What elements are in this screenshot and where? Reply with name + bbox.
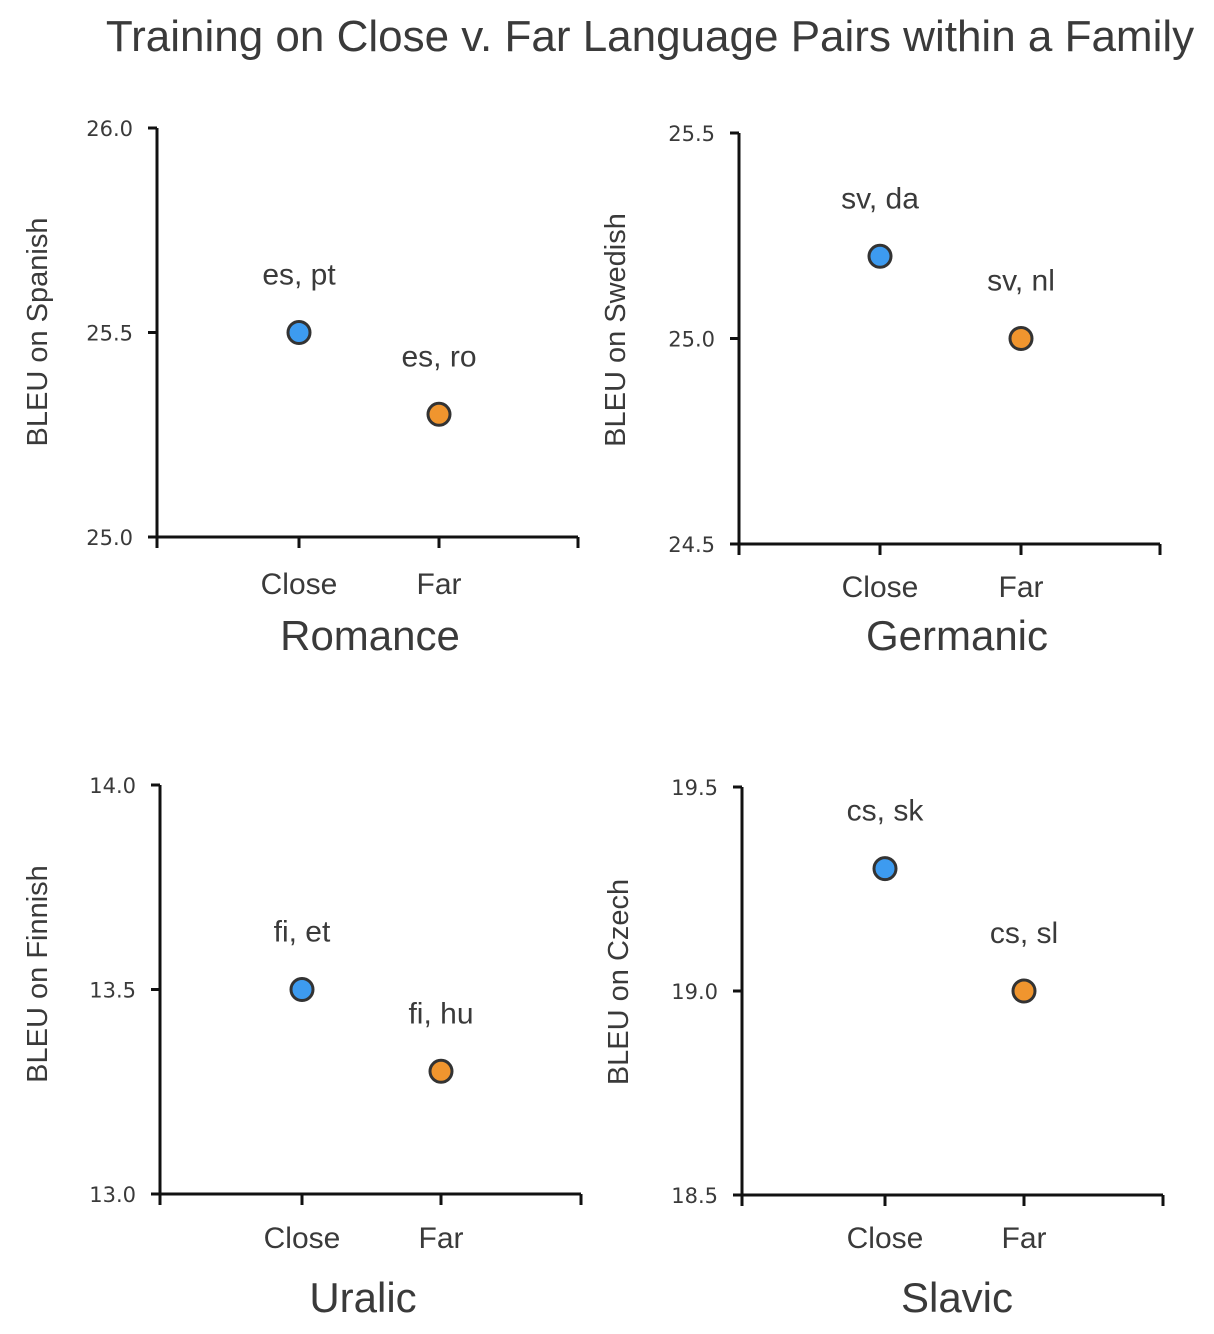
romance-y-tick-label: 25.5 bbox=[86, 322, 133, 346]
romance-family-label: Romance bbox=[280, 612, 460, 659]
slavic-point-close bbox=[872, 856, 898, 882]
slavic-y-tick-label: 19.0 bbox=[671, 980, 718, 1004]
germanic-category-label-close: Close bbox=[842, 571, 919, 604]
romance-point-far bbox=[426, 401, 452, 427]
romance-y-tick-label: 25.0 bbox=[86, 526, 133, 550]
uralic-y-tick-label: 13.5 bbox=[89, 979, 136, 1003]
germanic-category-label-far: Far bbox=[999, 571, 1044, 604]
uralic-point-label-close: fi, et bbox=[274, 916, 331, 949]
slavic-point-label-close: cs, sk bbox=[847, 795, 925, 828]
uralic-family-label: Uralic bbox=[309, 1274, 416, 1321]
romance-y-axis-label: BLEU on Spanish bbox=[22, 218, 54, 447]
germanic-point-label-far: sv, nl bbox=[987, 265, 1055, 298]
slavic-category-label-close: Close bbox=[847, 1222, 924, 1255]
romance-point-label-close: es, pt bbox=[262, 259, 336, 292]
figure-title: Training on Close v. Far Language Pairs … bbox=[105, 12, 1195, 61]
germanic-y-axis-label: BLEU on Swedish bbox=[600, 213, 632, 447]
uralic-y-axis-label: BLEU on Finnish bbox=[22, 865, 54, 1083]
germanic-family-label: Germanic bbox=[866, 612, 1048, 659]
slavic-point-far bbox=[1011, 978, 1037, 1004]
romance-y-tick-label: 26.0 bbox=[86, 117, 133, 141]
slavic-category-label-far: Far bbox=[1002, 1222, 1047, 1255]
romance-category-label-close: Close bbox=[261, 568, 338, 601]
germanic-point-label-close: sv, da bbox=[841, 182, 919, 215]
romance-point-close bbox=[286, 320, 312, 345]
slavic-y-tick-label: 19.5 bbox=[671, 776, 718, 800]
romance-category-label-far: Far bbox=[417, 568, 462, 601]
uralic-category-label-close: Close bbox=[264, 1222, 341, 1255]
germanic-point-far bbox=[1008, 326, 1034, 351]
uralic-y-tick-label: 13.0 bbox=[89, 1183, 136, 1207]
slavic-point-label-far: cs, sl bbox=[990, 917, 1058, 950]
uralic-y-tick-label: 14.0 bbox=[89, 774, 136, 798]
uralic-point-far bbox=[428, 1058, 454, 1084]
uralic-point-close bbox=[289, 977, 315, 1002]
uralic-point-label-far: fi, hu bbox=[408, 997, 473, 1030]
germanic-y-tick-label: 24.5 bbox=[668, 533, 715, 557]
germanic-y-tick-label: 25.5 bbox=[668, 122, 715, 146]
germanic-y-tick-label: 25.0 bbox=[668, 328, 715, 352]
romance-point-label-far: es, ro bbox=[401, 340, 476, 373]
uralic-category-label-far: Far bbox=[419, 1222, 464, 1255]
germanic-point-close bbox=[867, 243, 893, 269]
slavic-family-label: Slavic bbox=[901, 1274, 1013, 1321]
slavic-y-tick-label: 18.5 bbox=[671, 1184, 718, 1208]
slavic-y-axis-label: BLEU on Czech bbox=[603, 879, 635, 1085]
